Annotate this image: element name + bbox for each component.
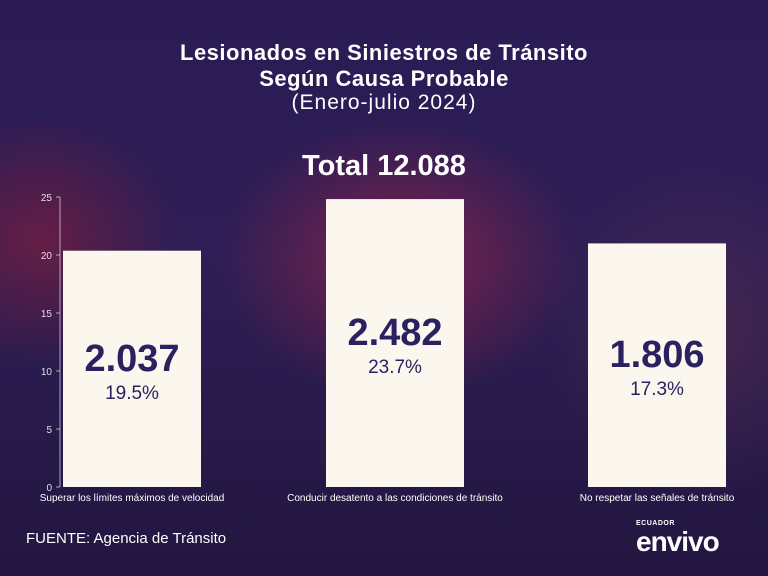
chart-title-line2: Según Causa Probable: [259, 66, 509, 91]
bar-value-label: 2.482: [347, 312, 442, 354]
bar-percent-label: 23.7%: [368, 357, 422, 378]
total-label: Total 12.088: [302, 150, 466, 182]
category-label: Conducir desatento a las condiciones de …: [287, 493, 503, 504]
y-tick-label: 0: [46, 483, 52, 494]
y-tick-label: 5: [46, 425, 52, 436]
bar-value-label: 2.037: [84, 338, 179, 380]
y-tick-label: 25: [41, 193, 53, 204]
bar-percent-label: 17.3%: [630, 379, 684, 400]
y-tick-label: 15: [41, 309, 53, 320]
logo-wordmark: envivo: [636, 526, 720, 557]
bar-percent-label: 19.5%: [105, 383, 159, 404]
chart-title-line1: Lesionados en Siniestros de Tránsito: [180, 40, 588, 65]
logo-country-text: ECUADOR: [636, 520, 675, 527]
bar: [326, 199, 464, 487]
brand-logo: ECUADOR envivo: [636, 520, 746, 560]
y-tick-label: 10: [41, 367, 53, 378]
bar: [588, 243, 726, 487]
category-label: No respetar las señales de tránsito: [580, 493, 735, 504]
y-tick-label: 20: [41, 251, 53, 262]
bar: [63, 250, 201, 487]
category-label: Superar los límites máximos de velocidad: [40, 493, 225, 504]
chart-subtitle: (Enero-julio 2024): [291, 91, 477, 114]
bar-value-label: 1.806: [609, 334, 704, 376]
source-note: FUENTE: Agencia de Tránsito: [26, 530, 227, 547]
